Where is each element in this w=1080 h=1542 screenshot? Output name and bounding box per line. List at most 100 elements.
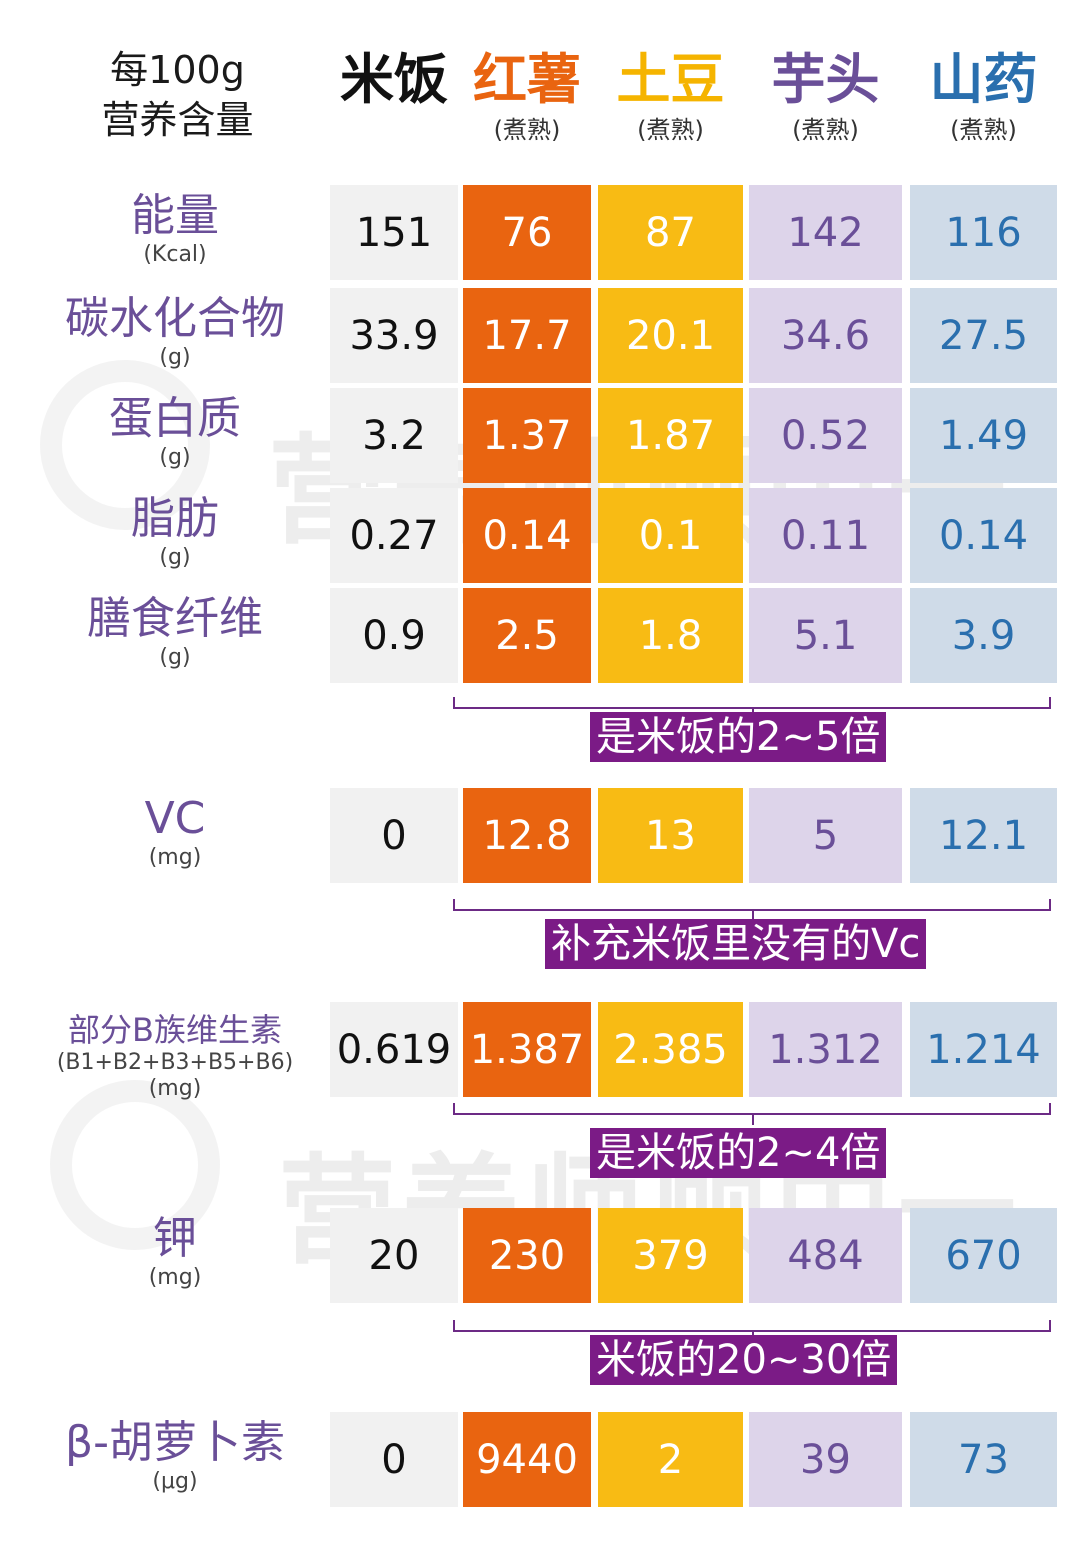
column-name: 芋头 — [771, 48, 880, 111]
table-cell: 379 — [598, 1208, 743, 1303]
row-label: 蛋白质 (g) — [30, 393, 320, 471]
row-label: 钾 (mg) — [30, 1213, 320, 1291]
row-unit: (g) — [159, 545, 191, 570]
row-label: 能量 (Kcal) — [30, 190, 320, 268]
column-note: (煮熟) — [493, 116, 561, 144]
row-label: 碳水化合物 (g) — [30, 293, 320, 371]
table-cell: 151 — [330, 185, 458, 280]
column-header: 红薯 (煮熟) — [451, 45, 603, 145]
row-unit: (mg) — [148, 1076, 202, 1101]
row-name: VC — [144, 793, 206, 844]
table-cell: 0.14 — [463, 488, 591, 583]
row-label: β-胡萝卜素 (μg) — [30, 1417, 320, 1495]
table-cell: 2 — [598, 1412, 743, 1507]
row-name: 蛋白质 — [109, 393, 241, 444]
row-name: 脂肪 — [131, 493, 219, 544]
column-header: 芋头 (煮熟) — [737, 45, 914, 145]
table-cell: 0 — [330, 1412, 458, 1507]
table-cell: 17.7 — [463, 288, 591, 383]
annotation-bracket — [453, 697, 1051, 719]
annotation-bracket — [453, 899, 1051, 921]
table-cell: 0.11 — [749, 488, 902, 583]
annotation-note: 是米饭的2~4倍 — [590, 1128, 887, 1178]
table-cell: 5.1 — [749, 588, 902, 683]
table-cell: 1.49 — [910, 388, 1057, 483]
row-name: 碳水化合物 — [65, 293, 285, 344]
header-label-line2: 营养含量 — [101, 98, 254, 142]
table-cell: 33.9 — [330, 288, 458, 383]
column-note: (煮熟) — [792, 116, 859, 144]
annotation-bracket — [453, 1320, 1051, 1342]
table-cell: 20.1 — [598, 288, 743, 383]
row-label: VC (mg) — [30, 793, 320, 871]
column-name: 山药 — [929, 48, 1038, 111]
column-header: 米饭 — [318, 45, 470, 115]
table-cell: 9440 — [463, 1412, 591, 1507]
table-cell: 0 — [330, 788, 458, 883]
row-unit: (g) — [159, 645, 191, 670]
table-cell: 76 — [463, 185, 591, 280]
table-cell: 5 — [749, 788, 902, 883]
table-cell: 0.52 — [749, 388, 902, 483]
header-label-line1: 每100g — [110, 48, 245, 92]
table-cell: 13 — [598, 788, 743, 883]
table-cell: 0.9 — [330, 588, 458, 683]
row-name: β-胡萝卜素 — [65, 1417, 285, 1468]
row-unit: (mg) — [148, 1265, 202, 1290]
table-cell: 1.8 — [598, 588, 743, 683]
table-cell: 116 — [910, 185, 1057, 280]
row-unit: (g) — [159, 345, 191, 370]
row-label: 膳食纤维 (g) — [30, 593, 320, 671]
table-cell: 230 — [463, 1208, 591, 1303]
table-cell: 1.312 — [749, 1002, 902, 1097]
column-note: (煮熟) — [950, 116, 1017, 144]
table-cell: 3.9 — [910, 588, 1057, 683]
table-cell: 1.214 — [910, 1002, 1057, 1097]
table-cell: 0.27 — [330, 488, 458, 583]
row-name: 部分B族维生素 — [68, 1011, 282, 1049]
row-label: 部分B族维生素 (B1+B2+B3+B5+B6) (mg) — [30, 1010, 320, 1102]
table-cell: 1.387 — [463, 1002, 591, 1097]
row-name: 能量 — [131, 190, 219, 241]
row-name: 钾 — [153, 1213, 197, 1264]
row-sub: (B1+B2+B3+B5+B6) — [56, 1050, 294, 1075]
column-name: 土豆 — [616, 48, 725, 111]
annotation-note: 是米饭的2~5倍 — [590, 712, 887, 762]
row-name: 膳食纤维 — [87, 593, 263, 644]
annotation-note: 补充米饭里没有的Vc — [545, 919, 927, 969]
annotation-bracket-tick — [752, 1113, 754, 1125]
column-header: 山药 (煮熟) — [898, 45, 1069, 145]
table-cell: 484 — [749, 1208, 902, 1303]
table-cell: 12.1 — [910, 788, 1057, 883]
header-label: 每100g 营养含量 — [60, 45, 295, 145]
table-cell: 3.2 — [330, 388, 458, 483]
annotation-bracket — [453, 1103, 1051, 1125]
row-unit: (Kcal) — [143, 242, 207, 267]
annotation-note: 米饭的20~30倍 — [590, 1335, 898, 1385]
row-unit: (μg) — [152, 1469, 198, 1494]
table-cell: 670 — [910, 1208, 1057, 1303]
row-unit: (g) — [159, 445, 191, 470]
table-cell: 0.14 — [910, 488, 1057, 583]
table-cell: 2.385 — [598, 1002, 743, 1097]
table-cell: 39 — [749, 1412, 902, 1507]
table-cell: 34.6 — [749, 288, 902, 383]
column-header: 土豆 (煮熟) — [586, 45, 755, 145]
table-cell: 2.5 — [463, 588, 591, 683]
table-cell: 12.8 — [463, 788, 591, 883]
row-unit: (mg) — [148, 845, 202, 870]
column-note: (煮熟) — [637, 116, 704, 144]
table-cell: 73 — [910, 1412, 1057, 1507]
table-cell: 0.619 — [330, 1002, 458, 1097]
column-name: 米饭 — [340, 48, 448, 111]
table-cell: 0.1 — [598, 488, 743, 583]
table-cell: 27.5 — [910, 288, 1057, 383]
annotation-bracket-tick — [752, 909, 754, 921]
table-cell: 142 — [749, 185, 902, 280]
row-label: 脂肪 (g) — [30, 493, 320, 571]
table-cell: 87 — [598, 185, 743, 280]
column-name: 红薯 — [473, 48, 581, 111]
table-cell: 1.37 — [463, 388, 591, 483]
table-cell: 1.87 — [598, 388, 743, 483]
table-cell: 20 — [330, 1208, 458, 1303]
